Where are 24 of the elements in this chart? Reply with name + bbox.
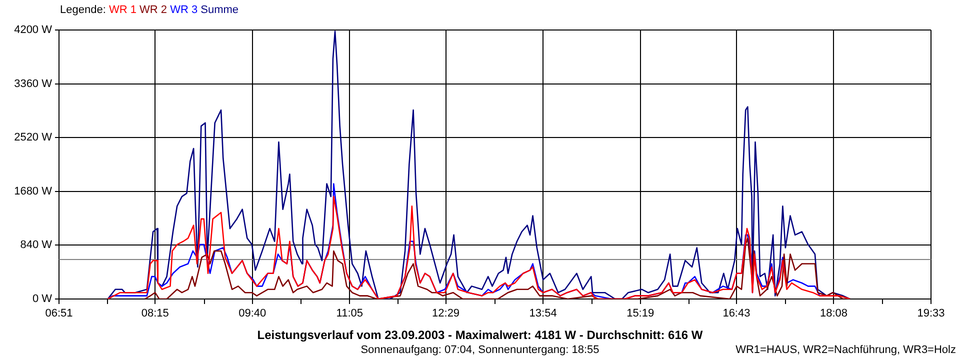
x-tick-label: 11:05 [336,308,364,320]
legend-title: Legende: [60,4,106,16]
x-tick-label: 19:33 [917,308,945,320]
y-tick-label: 3360 W [14,78,53,90]
x-tick-label: 09:40 [238,308,266,320]
y-tick-label: 2520 W [14,132,53,144]
text: WR 3 [170,4,198,16]
x-tick-label: 16:43 [722,308,750,320]
text: WR 1 [108,4,136,16]
text: WR1=HAUS, WR2=Nachführung, WR3=Holz [736,344,956,356]
text: Sonnenaufgang: 07:04, Sonnenuntergang: 18:55 [360,344,600,356]
text: Leistungsverlauf vom 23.09.2003 - Maximalwert: 4181 W - Durchschnitt: 616 W [256,328,704,342]
text: Summe [200,4,239,16]
text: WR 2 [140,4,167,16]
y-tick-label: 1680 W [14,185,53,198]
x-tick-label: 15:19 [626,308,654,320]
y-tick-label: 4200 W [14,24,53,36]
x-tick-label: 12:29 [432,308,460,320]
y-tick-label: 840 W [20,239,53,252]
x-tick-label: 18:08 [820,308,848,320]
x-tick-label: 13:54 [529,308,557,320]
y-tick-label: 0 W [32,293,53,306]
x-tick-label: 06:51 [45,308,73,320]
x-tick-label: 08:15 [141,308,169,320]
